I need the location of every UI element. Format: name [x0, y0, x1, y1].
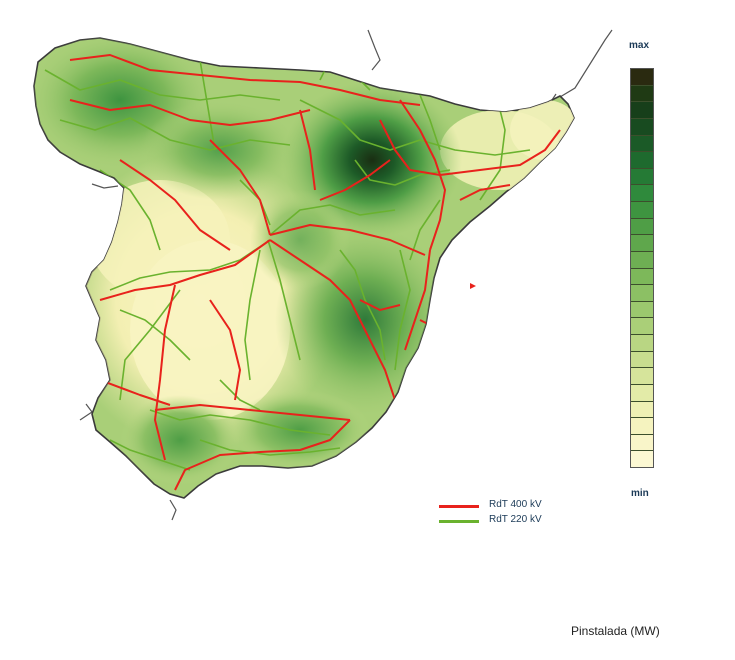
scale-step [631, 418, 653, 435]
scale-step [631, 318, 653, 335]
scale-step [631, 451, 653, 467]
legend-swatch-220kv [439, 520, 479, 523]
scale-step [631, 85, 653, 103]
scale-step [631, 202, 653, 219]
marker-icon [470, 283, 476, 289]
scale-step [631, 285, 653, 302]
scale-step [631, 384, 653, 402]
scale-step [631, 301, 653, 319]
scale-min-label: min [631, 488, 649, 499]
color-scale-bar [630, 68, 654, 468]
scale-step [631, 351, 653, 369]
scale-step [631, 168, 653, 186]
footer-label: Pinstalada (MW) [571, 624, 660, 638]
scale-step [631, 335, 653, 352]
scale-step [631, 268, 653, 286]
scale-step [631, 218, 653, 236]
legend-label-220kv: RdT 220 kV [489, 514, 542, 525]
scale-step [631, 185, 653, 202]
scale-step [631, 434, 653, 452]
scale-step [631, 368, 653, 385]
scale-step [631, 235, 653, 252]
legend-label-400kv: RdT 400 kV [489, 499, 542, 510]
density-field [34, 38, 574, 485]
scale-step [631, 102, 653, 119]
scale-step [631, 69, 653, 86]
scale-max-label: max [629, 40, 650, 51]
scale-step [631, 118, 653, 136]
scale-step [631, 251, 653, 269]
scale-step [631, 152, 653, 169]
scale-step [631, 135, 653, 153]
legend-swatch-400kv [439, 505, 479, 508]
scale-step [631, 401, 653, 419]
network-400kv [69, 54, 561, 491]
